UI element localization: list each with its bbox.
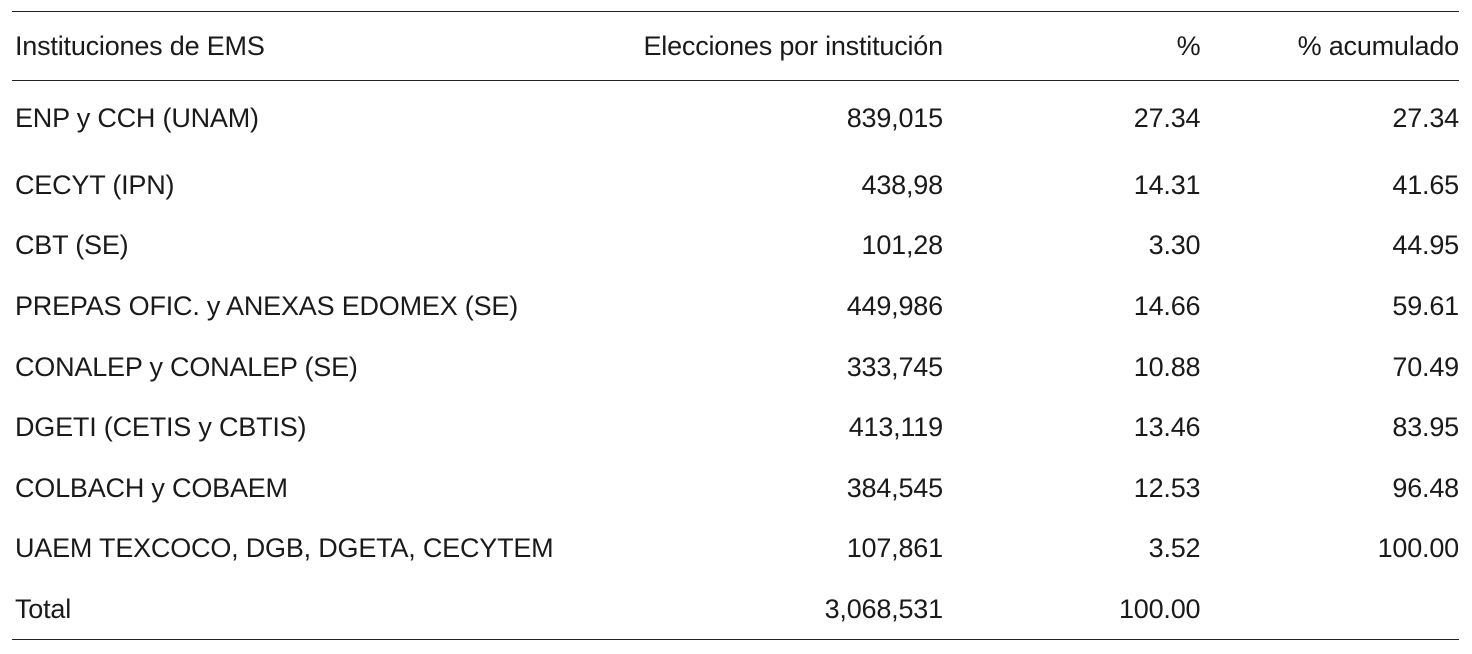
cell-elections: 101,28 bbox=[861, 230, 944, 261]
table-row: UAEM TEXCOCO, DGB, DGETA, CECYTEM 107,86… bbox=[12, 519, 1459, 580]
cell-institution: CBT (SE) bbox=[15, 230, 129, 261]
cell-elections: 384,545 bbox=[846, 472, 943, 503]
institutions-table: Instituciones de EMS Elecciones por inst… bbox=[12, 11, 1459, 641]
cell-total-elections: 3,068,531 bbox=[573, 579, 943, 641]
cell-cumulative-percent: 41.65 bbox=[1392, 169, 1459, 200]
table-row: PREPAS OFIC. y ANEXAS EDOMEX (SE) 449,98… bbox=[12, 276, 1459, 337]
header-cumulative-percent: % acumulado bbox=[1200, 11, 1459, 81]
cell-cumulative-percent: 70.49 bbox=[1392, 351, 1459, 382]
cell-elections: 438,98 bbox=[861, 169, 944, 200]
cell-institution: ENP y CCH (UNAM) bbox=[15, 102, 259, 133]
cell-percent: 3.30 bbox=[1148, 230, 1201, 261]
cell-elections: 449,986 bbox=[846, 290, 943, 321]
institutions-table-container: Instituciones de EMS Elecciones por inst… bbox=[12, 11, 1459, 641]
cell-percent: 10.88 bbox=[1133, 351, 1201, 382]
cell-institution: DGETI (CETIS y CBTIS) bbox=[15, 412, 307, 443]
cell-cumulative-percent: 27.34 bbox=[1392, 102, 1459, 133]
table-row: DGETI (CETIS y CBTIS) 413,119 13.46 83.9… bbox=[12, 397, 1459, 458]
cell-percent: 3.52 bbox=[1148, 533, 1201, 564]
cell-percent: 12.53 bbox=[1133, 472, 1201, 503]
cell-percent: 14.66 bbox=[1133, 290, 1201, 321]
table-row: CONALEP y CONALEP (SE) 333,745 10.88 70.… bbox=[12, 337, 1459, 398]
cell-total-label: Total bbox=[12, 579, 574, 641]
header-elections: Elecciones por institución bbox=[573, 11, 943, 81]
table-row: COLBACH y COBAEM 384,545 12.53 96.48 bbox=[12, 458, 1459, 519]
table-body: ENP y CCH (UNAM) 839,015 27.34 27.34 CEC… bbox=[12, 81, 1459, 641]
cell-cumulative-percent: 59.61 bbox=[1392, 290, 1459, 321]
cell-total-cumulative-percent bbox=[1200, 579, 1459, 641]
total-row: Total 3,068,531 100.00 bbox=[12, 579, 1459, 641]
cell-elections: 107,861 bbox=[846, 533, 943, 564]
cell-cumulative-percent: 83.95 bbox=[1392, 412, 1459, 443]
cell-elections: 839,015 bbox=[846, 102, 943, 133]
cell-percent: 27.34 bbox=[1133, 102, 1201, 133]
cell-institution: UAEM TEXCOCO, DGB, DGETA, CECYTEM bbox=[15, 533, 554, 564]
cell-percent: 13.46 bbox=[1133, 412, 1201, 443]
table-header: Instituciones de EMS Elecciones por inst… bbox=[12, 11, 1459, 81]
cell-cumulative-percent: 100.00 bbox=[1377, 533, 1460, 564]
cell-percent: 14.31 bbox=[1133, 169, 1201, 200]
header-institution: Instituciones de EMS bbox=[12, 11, 574, 81]
cell-institution: PREPAS OFIC. y ANEXAS EDOMEX (SE) bbox=[15, 290, 519, 321]
cell-total-percent: 100.00 bbox=[942, 579, 1201, 641]
cell-institution: CONALEP y CONALEP (SE) bbox=[15, 351, 358, 382]
cell-elections: 333,745 bbox=[846, 351, 943, 382]
table-row: ENP y CCH (UNAM) 839,015 27.34 27.34 bbox=[12, 81, 1459, 156]
cell-institution: COLBACH y COBAEM bbox=[15, 472, 288, 503]
cell-institution: CECYT (IPN) bbox=[15, 169, 175, 200]
cell-elections: 413,119 bbox=[848, 412, 943, 443]
table-row: CBT (SE) 101,28 3.30 44.95 bbox=[12, 216, 1459, 277]
cell-cumulative-percent: 44.95 bbox=[1392, 230, 1459, 261]
table-row: CECYT (IPN) 438,98 14.31 41.65 bbox=[12, 155, 1459, 216]
cell-cumulative-percent: 96.48 bbox=[1392, 472, 1459, 503]
header-row: Instituciones de EMS Elecciones por inst… bbox=[12, 11, 1459, 81]
header-percent: % bbox=[942, 11, 1201, 81]
